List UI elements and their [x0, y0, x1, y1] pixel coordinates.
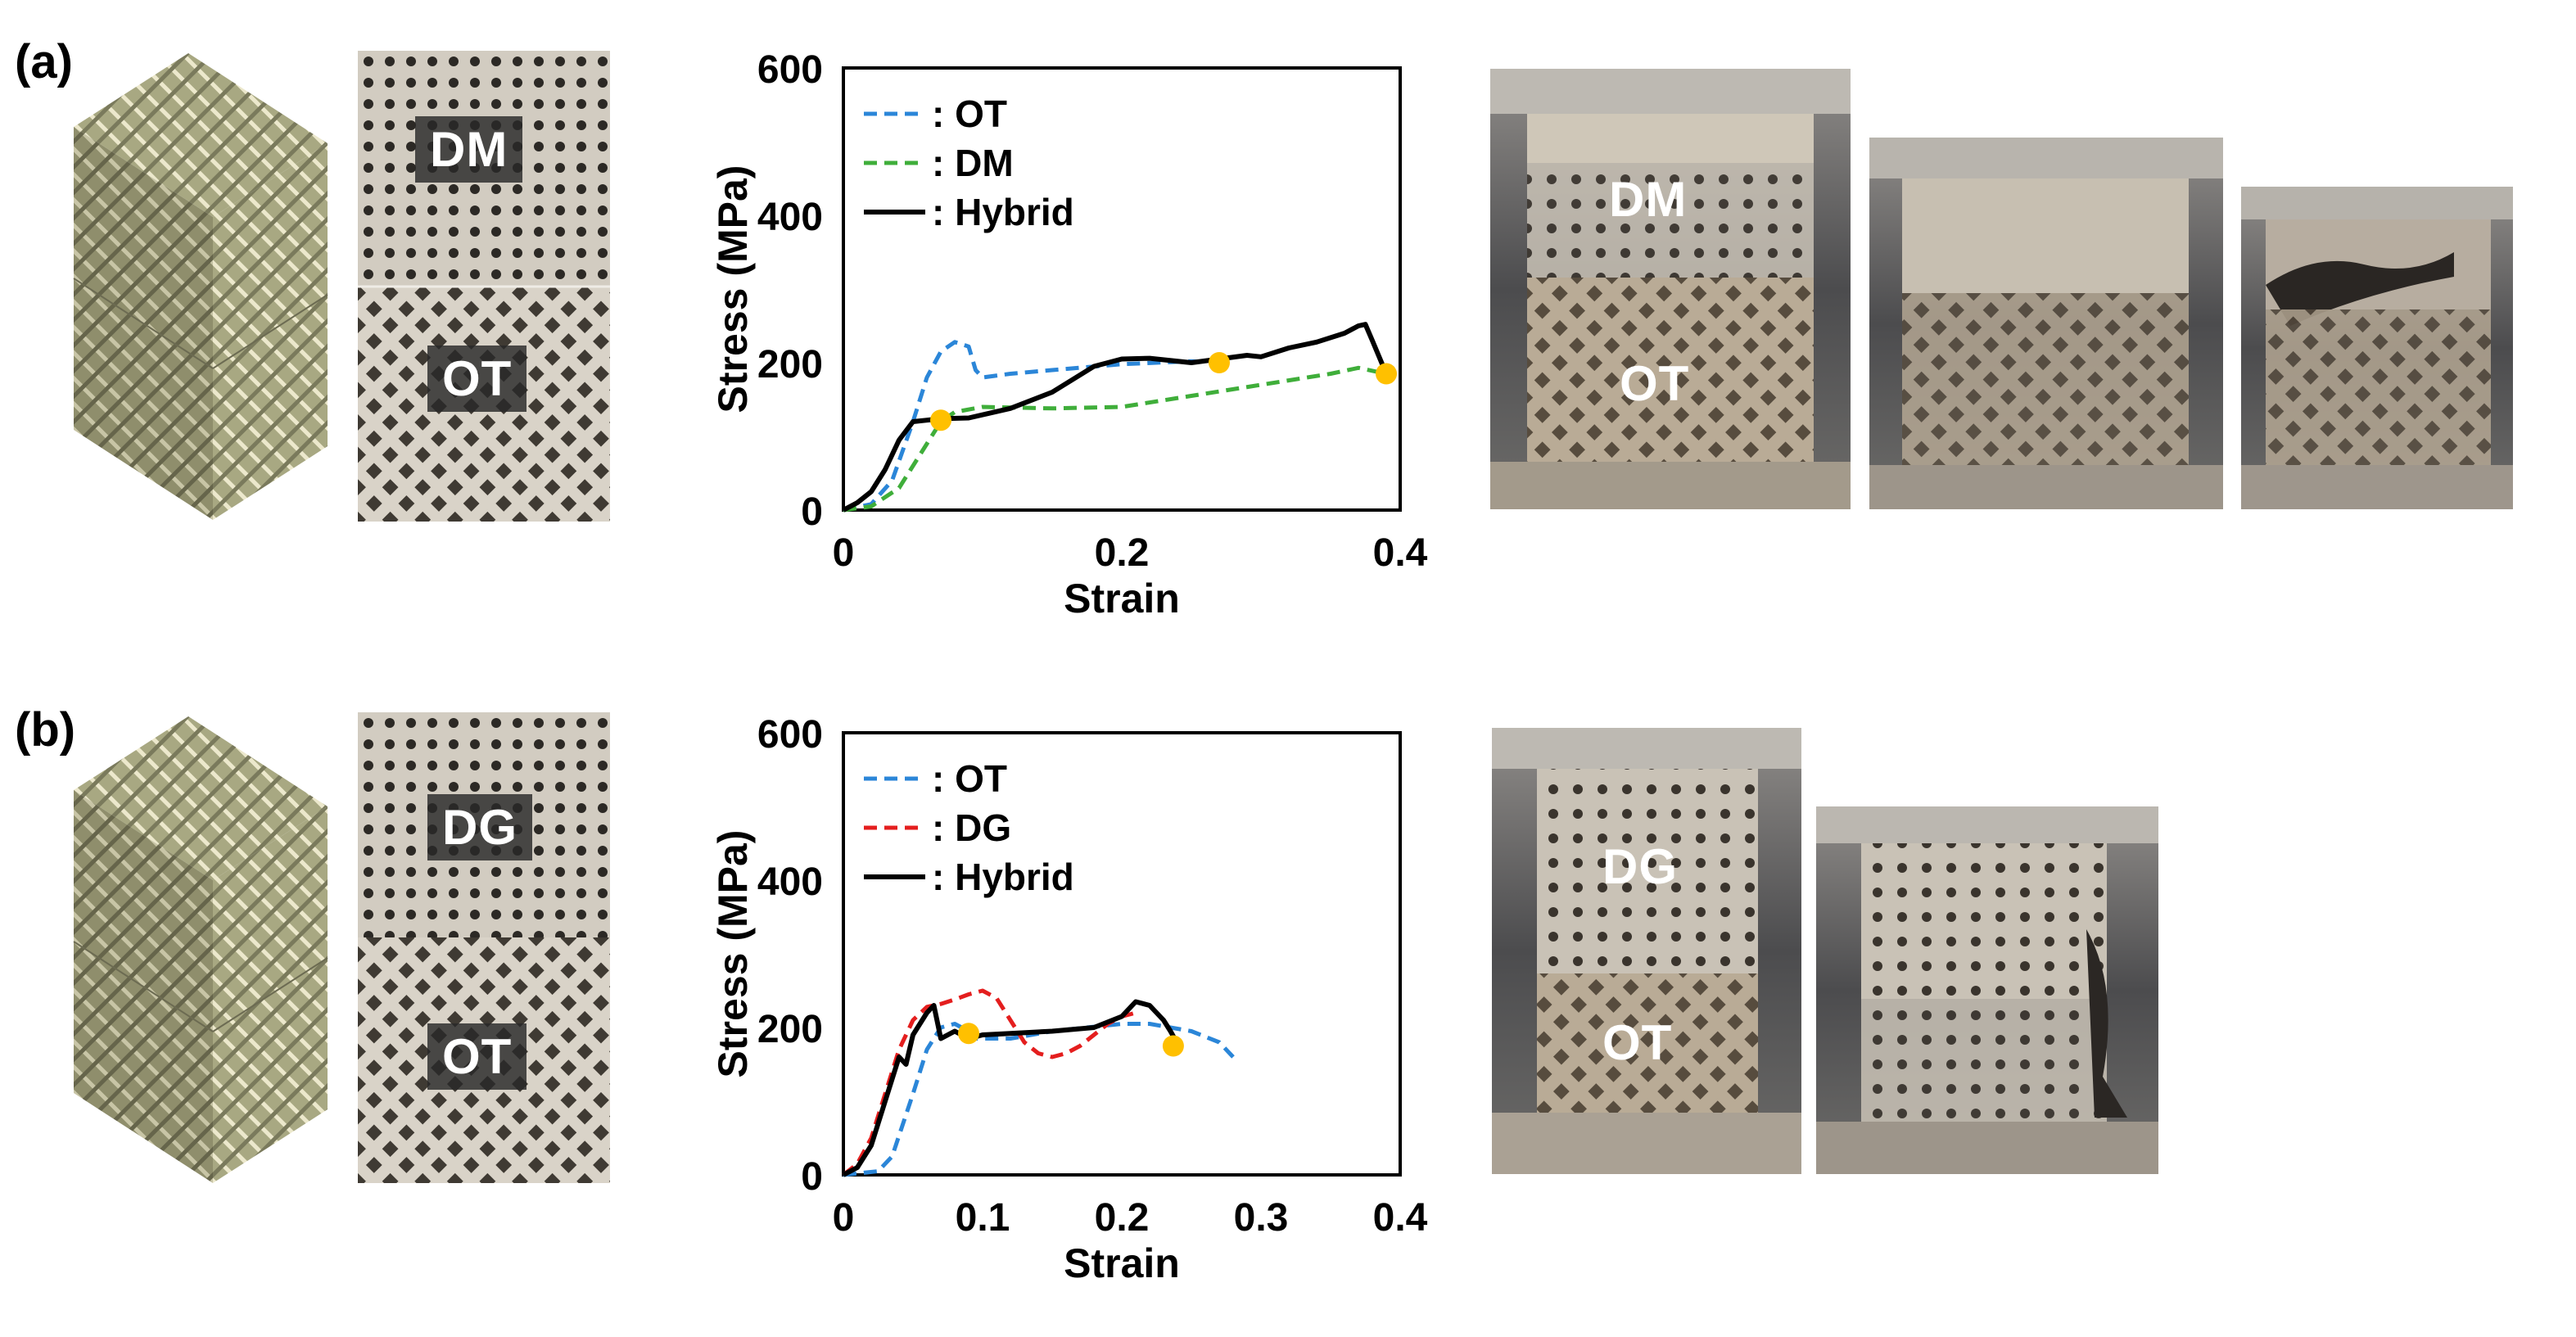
specimen-label-ot-a: OT — [427, 346, 527, 412]
y-tick-label: 200 — [757, 1008, 823, 1051]
legend-label-dm: : DM — [932, 142, 1014, 184]
panel-label-b: (b) — [15, 703, 76, 757]
failure-marker — [930, 409, 951, 431]
legend-label-hybrid: : Hybrid — [932, 856, 1074, 898]
x-axis-label: Strain — [1064, 576, 1180, 621]
compression-photo-b2 — [1816, 806, 2158, 1174]
y-tick-label: 600 — [757, 713, 823, 757]
failure-marker — [958, 1023, 979, 1045]
specimen-label-dg: DG — [427, 794, 532, 860]
lattice-render-b — [73, 716, 328, 1183]
legend-label-hybrid: : Hybrid — [932, 191, 1074, 233]
specimen-photo-a: DM OT — [358, 51, 610, 522]
specimen-label-ot-b: OT — [427, 1023, 527, 1090]
y-tick-label: 400 — [757, 196, 823, 239]
compression-photo-b1: DG OT — [1492, 728, 1801, 1174]
legend-label-ot: : OT — [932, 757, 1007, 800]
x-tick-label: 0.2 — [1095, 531, 1150, 575]
compression-photo-a1: DM OT — [1490, 69, 1851, 509]
failure-marker — [1162, 1035, 1184, 1057]
series-line-dm — [843, 365, 1387, 513]
x-tick-label: 0.4 — [1373, 531, 1428, 575]
y-axis-label: Stress (MPa) — [710, 830, 756, 1078]
y-tick-label: 600 — [757, 48, 823, 92]
legend-label-ot: : OT — [932, 93, 1007, 135]
y-tick-label: 0 — [801, 490, 823, 534]
x-axis-label: Strain — [1064, 1240, 1180, 1286]
y-axis-label: Stress (MPa) — [710, 165, 756, 413]
photo-label-ot-b: OT — [1602, 1015, 1673, 1070]
photo-label-dm: DM — [1609, 172, 1688, 227]
x-tick-label: 0 — [833, 1196, 855, 1240]
series-line-dg — [842, 988, 1137, 1177]
stress-strain-chart-a: 0 200 400 600 0 0.2 0.4 Strain Stress (MPa) : OT:… — [710, 48, 1428, 621]
specimen-label-dm: DM — [415, 116, 523, 183]
photo-label-dg: DG — [1602, 839, 1678, 894]
compression-photo-a2 — [1869, 138, 2223, 509]
specimen-photo-b: DG OT — [358, 712, 610, 1183]
failure-marker — [1376, 363, 1397, 385]
plot-frame — [842, 66, 1402, 512]
photo-label-ot-a: OT — [1620, 356, 1690, 411]
stress-strain-chart-b: 0 200 400 600 0 0.1 0.2 0.3 0.4 Strain Stress (MPa… — [710, 713, 1428, 1286]
x-tick-label: 0.2 — [1095, 1196, 1150, 1240]
x-tick-label: 0.4 — [1373, 1196, 1428, 1240]
failure-marker — [1209, 352, 1230, 373]
y-tick-label: 0 — [801, 1155, 823, 1199]
y-tick-label: 200 — [757, 343, 823, 386]
x-tick-label: 0 — [833, 531, 855, 575]
compression-photo-a3 — [2241, 187, 2513, 509]
x-tick-label: 0.1 — [956, 1196, 1010, 1240]
plot-frame — [842, 731, 1402, 1177]
panel-label-a: (a) — [15, 35, 73, 88]
series-line-hybrid — [842, 322, 1389, 513]
lattice-render-a — [73, 53, 328, 520]
legend-label-dg: : DG — [932, 806, 1011, 849]
y-tick-label: 400 — [757, 860, 823, 904]
x-tick-label: 0.3 — [1234, 1196, 1289, 1240]
